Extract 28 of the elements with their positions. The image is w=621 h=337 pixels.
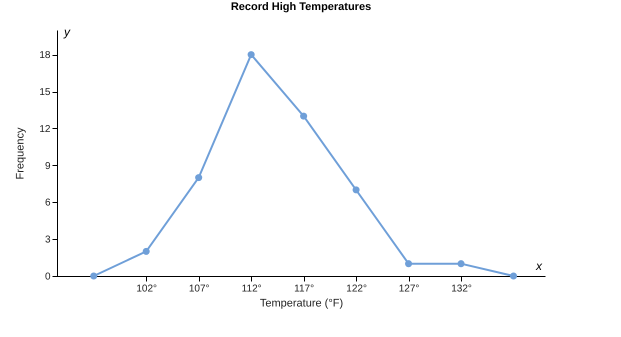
annotation: y [63,25,71,39]
point [510,272,518,280]
annotation: x [535,259,543,273]
point [300,112,308,120]
chart-title: Record High Temperatures [230,1,372,13]
x-tick-label: 117° [294,284,314,294]
point [405,260,412,268]
y-tick-label: 6 [44,198,51,209]
y-tick-label: 12 [39,124,51,135]
x-tick-label: 112° [242,284,262,294]
y-tick-label: 3 [44,234,51,246]
x-tick-label: 127° [398,284,420,294]
point [458,260,465,268]
x-tick-label: 122° [346,284,367,294]
y-axis-title: Frequency [14,127,26,180]
point [195,174,202,182]
point [90,272,98,280]
x-tick-label: 102° [136,284,158,294]
x-tick-label: 132° [451,284,472,294]
x-tick-label: 107° [188,284,210,294]
x-axis-title: Temperature (°F) [260,298,344,310]
y-tick-label: 9 [44,160,51,172]
point [142,248,150,255]
y-tick-label: 18 [39,50,51,62]
y-tick-label: 15 [39,87,51,98]
point [352,186,360,194]
y-tick-label: 0 [44,272,51,282]
point [248,51,255,58]
